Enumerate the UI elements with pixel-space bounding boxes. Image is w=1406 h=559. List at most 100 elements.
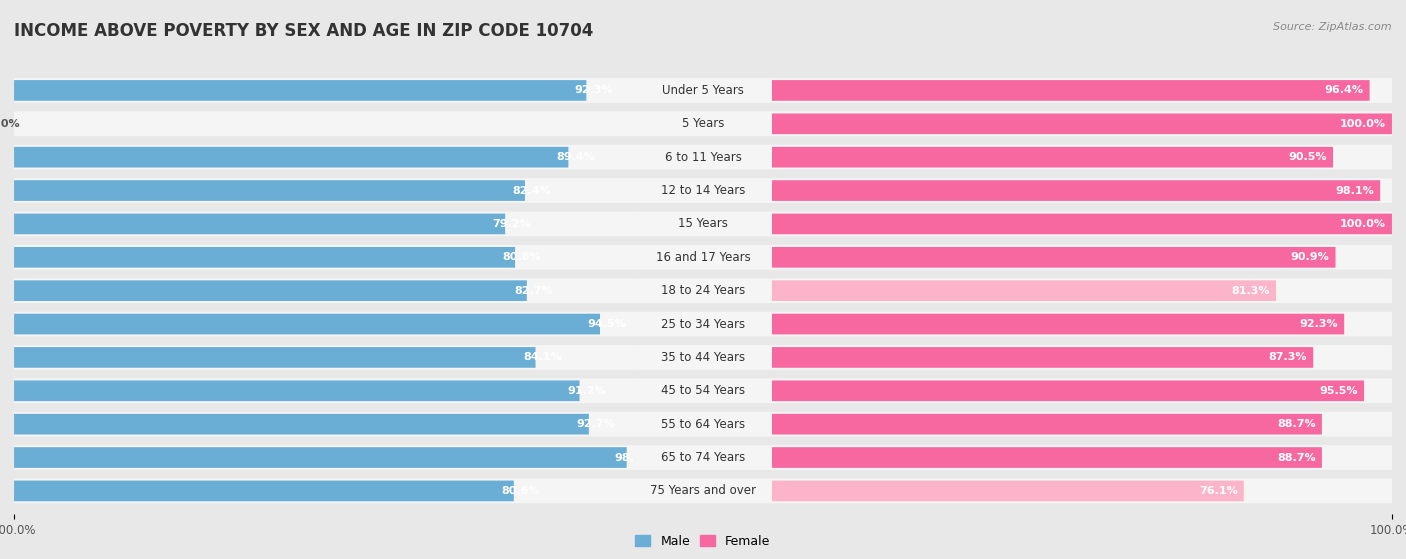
FancyBboxPatch shape <box>14 378 634 403</box>
FancyBboxPatch shape <box>634 412 772 437</box>
Text: 95.5%: 95.5% <box>1319 386 1358 396</box>
Text: 84.1%: 84.1% <box>523 352 562 362</box>
FancyBboxPatch shape <box>772 214 1392 234</box>
FancyBboxPatch shape <box>772 278 1392 303</box>
FancyBboxPatch shape <box>634 345 772 369</box>
Text: 94.5%: 94.5% <box>588 319 626 329</box>
FancyBboxPatch shape <box>772 481 1244 501</box>
Text: 79.2%: 79.2% <box>492 219 531 229</box>
FancyBboxPatch shape <box>14 312 634 337</box>
Text: 16 and 17 Years: 16 and 17 Years <box>655 251 751 264</box>
FancyBboxPatch shape <box>634 212 772 236</box>
FancyBboxPatch shape <box>772 381 1364 401</box>
FancyBboxPatch shape <box>772 412 1392 437</box>
Text: 92.3%: 92.3% <box>574 86 613 96</box>
FancyBboxPatch shape <box>772 180 1381 201</box>
FancyBboxPatch shape <box>634 178 772 203</box>
FancyBboxPatch shape <box>772 212 1392 236</box>
FancyBboxPatch shape <box>14 414 589 434</box>
FancyBboxPatch shape <box>14 80 586 101</box>
Text: 100.0%: 100.0% <box>1340 219 1386 229</box>
FancyBboxPatch shape <box>14 147 568 168</box>
FancyBboxPatch shape <box>772 347 1313 368</box>
Text: 15 Years: 15 Years <box>678 217 728 230</box>
Text: 88.7%: 88.7% <box>1277 453 1316 462</box>
FancyBboxPatch shape <box>772 312 1392 337</box>
FancyBboxPatch shape <box>772 145 1392 169</box>
Text: 0.0%: 0.0% <box>0 119 20 129</box>
FancyBboxPatch shape <box>14 180 524 201</box>
Text: 6 to 11 Years: 6 to 11 Years <box>665 151 741 164</box>
FancyBboxPatch shape <box>14 78 634 103</box>
FancyBboxPatch shape <box>772 445 1392 470</box>
FancyBboxPatch shape <box>14 412 634 437</box>
FancyBboxPatch shape <box>772 80 1369 101</box>
Text: 98.8%: 98.8% <box>614 453 652 462</box>
Text: 82.4%: 82.4% <box>513 186 551 196</box>
FancyBboxPatch shape <box>14 347 536 368</box>
FancyBboxPatch shape <box>634 378 772 403</box>
FancyBboxPatch shape <box>14 111 634 136</box>
Text: 25 to 34 Years: 25 to 34 Years <box>661 318 745 330</box>
Text: 81.3%: 81.3% <box>1232 286 1270 296</box>
FancyBboxPatch shape <box>14 214 505 234</box>
Text: 80.8%: 80.8% <box>503 252 541 262</box>
FancyBboxPatch shape <box>772 113 1392 134</box>
FancyBboxPatch shape <box>772 111 1392 136</box>
FancyBboxPatch shape <box>772 378 1392 403</box>
Text: 65 to 74 Years: 65 to 74 Years <box>661 451 745 464</box>
Text: Under 5 Years: Under 5 Years <box>662 84 744 97</box>
Text: 98.1%: 98.1% <box>1336 186 1374 196</box>
FancyBboxPatch shape <box>772 245 1392 269</box>
FancyBboxPatch shape <box>14 212 634 236</box>
FancyBboxPatch shape <box>14 178 634 203</box>
Text: 89.4%: 89.4% <box>555 152 595 162</box>
FancyBboxPatch shape <box>634 78 772 103</box>
Text: 80.6%: 80.6% <box>502 486 540 496</box>
FancyBboxPatch shape <box>772 78 1392 103</box>
Text: 35 to 44 Years: 35 to 44 Years <box>661 351 745 364</box>
FancyBboxPatch shape <box>772 479 1392 503</box>
FancyBboxPatch shape <box>634 278 772 303</box>
FancyBboxPatch shape <box>772 247 1336 268</box>
Text: 18 to 24 Years: 18 to 24 Years <box>661 284 745 297</box>
FancyBboxPatch shape <box>772 345 1392 369</box>
Text: 45 to 54 Years: 45 to 54 Years <box>661 384 745 397</box>
FancyBboxPatch shape <box>772 447 1322 468</box>
FancyBboxPatch shape <box>14 479 634 503</box>
Text: 96.4%: 96.4% <box>1324 86 1364 96</box>
FancyBboxPatch shape <box>634 445 772 470</box>
Text: 90.9%: 90.9% <box>1291 252 1329 262</box>
FancyBboxPatch shape <box>14 481 513 501</box>
FancyBboxPatch shape <box>634 111 772 136</box>
FancyBboxPatch shape <box>772 280 1277 301</box>
FancyBboxPatch shape <box>14 280 527 301</box>
FancyBboxPatch shape <box>772 414 1322 434</box>
FancyBboxPatch shape <box>14 445 634 470</box>
Text: 90.5%: 90.5% <box>1288 152 1327 162</box>
FancyBboxPatch shape <box>772 147 1333 168</box>
FancyBboxPatch shape <box>14 447 627 468</box>
FancyBboxPatch shape <box>772 314 1344 334</box>
FancyBboxPatch shape <box>14 247 515 268</box>
FancyBboxPatch shape <box>14 145 634 169</box>
Legend: Male, Female: Male, Female <box>630 530 776 553</box>
Text: 92.3%: 92.3% <box>1299 319 1339 329</box>
Text: Source: ZipAtlas.com: Source: ZipAtlas.com <box>1274 22 1392 32</box>
FancyBboxPatch shape <box>14 381 579 401</box>
Text: 5 Years: 5 Years <box>682 117 724 130</box>
Text: 75 Years and over: 75 Years and over <box>650 485 756 498</box>
Text: 92.7%: 92.7% <box>576 419 616 429</box>
FancyBboxPatch shape <box>14 245 634 269</box>
Text: 87.3%: 87.3% <box>1268 352 1308 362</box>
FancyBboxPatch shape <box>634 145 772 169</box>
FancyBboxPatch shape <box>634 312 772 337</box>
Text: 82.7%: 82.7% <box>515 286 553 296</box>
Text: 12 to 14 Years: 12 to 14 Years <box>661 184 745 197</box>
Text: 88.7%: 88.7% <box>1277 419 1316 429</box>
FancyBboxPatch shape <box>634 479 772 503</box>
FancyBboxPatch shape <box>14 278 634 303</box>
Text: INCOME ABOVE POVERTY BY SEX AND AGE IN ZIP CODE 10704: INCOME ABOVE POVERTY BY SEX AND AGE IN Z… <box>14 22 593 40</box>
FancyBboxPatch shape <box>14 345 634 369</box>
Text: 100.0%: 100.0% <box>1340 119 1386 129</box>
